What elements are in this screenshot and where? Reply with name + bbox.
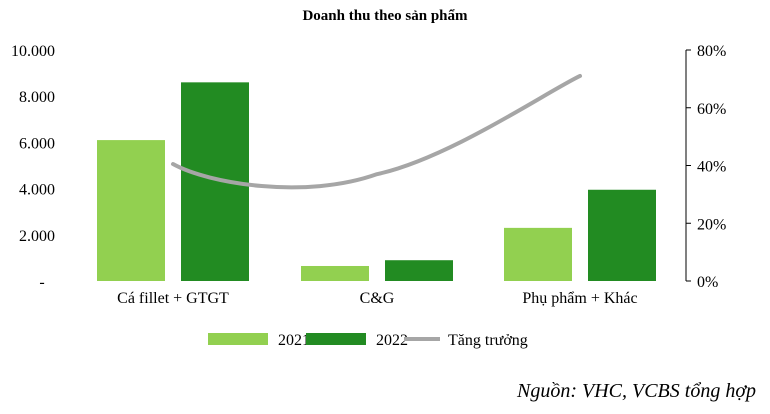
legend-swatch-2021: [208, 333, 268, 345]
legend-label-2022: 2022: [376, 332, 408, 349]
bar-2021-1: [301, 265, 369, 281]
right-axis: 0% 20% 40% 60% 80%: [686, 43, 726, 291]
legend-label-2021: 2021: [278, 332, 310, 349]
bar-2022-1: [385, 260, 453, 281]
left-tick-label: 6.000: [19, 135, 55, 152]
chart-title: Doanh thu theo sản phẩm: [302, 8, 468, 24]
legend-swatch-2022: [306, 333, 366, 345]
legend: 2021 2022 Tăng trưởng: [208, 332, 528, 349]
bars: [97, 82, 656, 281]
growth-line: [171, 73, 582, 190]
left-tick-label: -: [39, 274, 44, 291]
category-label: Cá fillet + GTGT: [117, 290, 229, 307]
left-tick-label: 8.000: [19, 89, 55, 106]
category-label: C&G: [360, 290, 395, 307]
left-axis: - 2.000 4.000 6.000 8.000 10.000: [11, 43, 55, 291]
left-tick-label: 4.000: [19, 182, 55, 199]
right-tick-label: 0%: [697, 274, 718, 291]
right-tick-label: 20%: [697, 216, 726, 233]
right-tick-label: 60%: [697, 101, 726, 118]
right-tick-label: 40%: [697, 159, 726, 176]
bar-2021-2: [504, 227, 572, 281]
left-tick-label: 2.000: [19, 228, 55, 245]
source-note: Nguồn: VHC, VCBS tổng hợp: [516, 380, 756, 402]
category-labels: Cá fillet + GTGT C&G Phụ phẩm + Khác: [117, 290, 637, 307]
right-tick-label: 80%: [697, 43, 726, 60]
bar-2022-2: [588, 189, 656, 281]
left-tick-label: 10.000: [11, 43, 55, 60]
legend-label-growth: Tăng trưởng: [448, 332, 528, 349]
category-label: Phụ phẩm + Khác: [522, 290, 637, 307]
bar-2021-0: [97, 140, 165, 281]
